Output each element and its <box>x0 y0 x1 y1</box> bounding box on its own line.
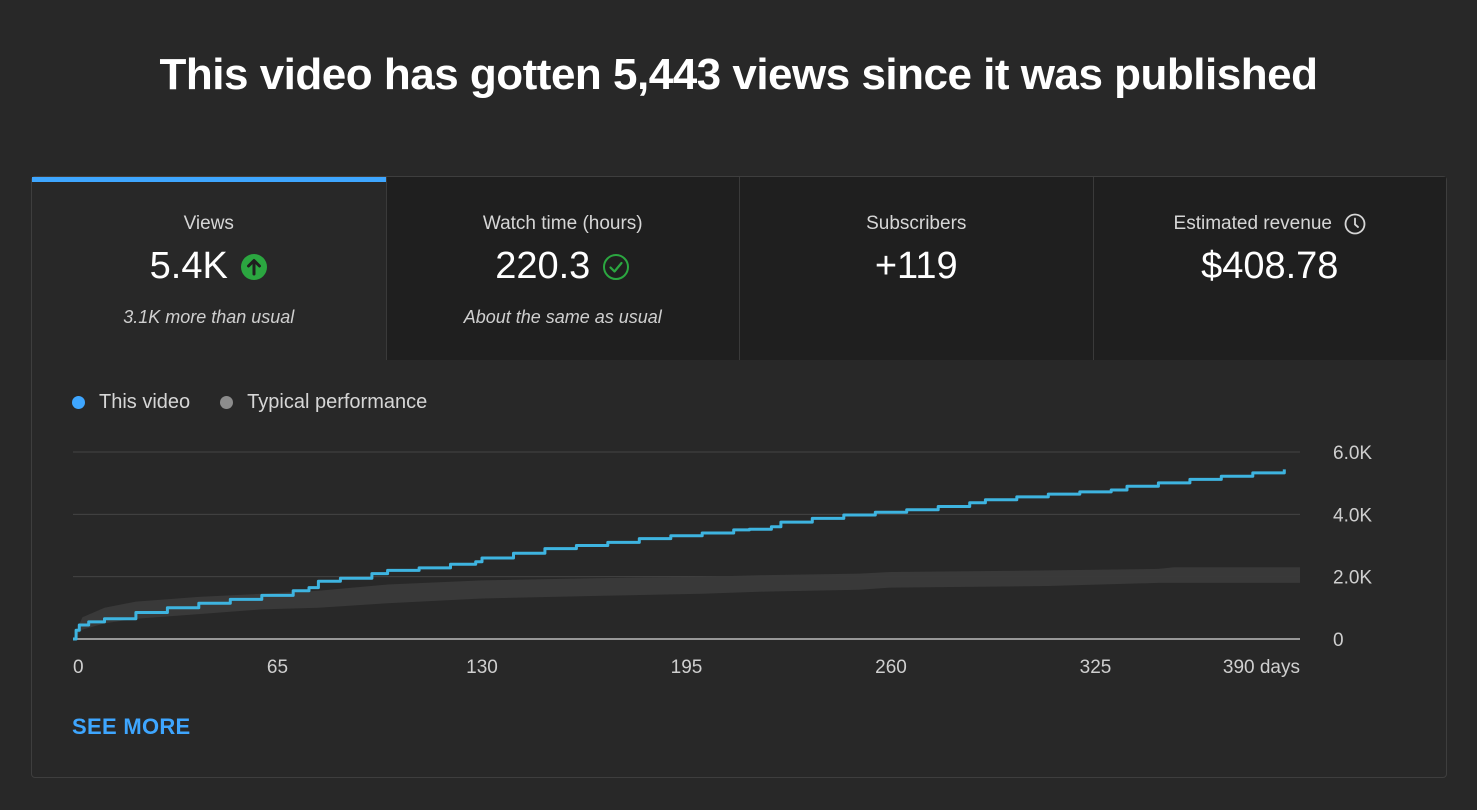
tab-revenue-value: $408.78 <box>1201 245 1339 287</box>
analytics-card: Views 5.4K 3.1K more than usual Watch ti… <box>31 176 1447 778</box>
tab-views-note: 3.1K more than usual <box>123 307 295 327</box>
clock-icon[interactable] <box>1344 213 1366 235</box>
y-tick-label: 6.0K <box>1333 443 1372 464</box>
check-circle-icon <box>603 253 630 280</box>
page-headline: This video has gotten 5,443 views since … <box>159 50 1318 99</box>
tab-subscribers-value: +119 <box>874 245 958 287</box>
tab-subscribers[interactable]: Subscribers +119 <box>739 177 1093 360</box>
y-tick-label: 4.0K <box>1333 505 1372 526</box>
tab-watch-time-value: 220.3 <box>495 245 591 287</box>
this-video-line <box>73 469 1286 641</box>
tab-watch-time[interactable]: Watch time (hours) 220.3 About the same … <box>385 177 739 360</box>
x-tick-label: 390 days <box>1223 657 1300 678</box>
legend-label-typical: Typical performance <box>247 391 428 413</box>
x-tick-label: 0 <box>73 657 84 678</box>
x-tick-label: 325 <box>1080 657 1112 678</box>
metric-tabs: Views 5.4K 3.1K more than usual Watch ti… <box>32 177 1446 360</box>
legend-label-this-video: This video <box>99 391 191 413</box>
legend-dot-this-video <box>72 396 85 409</box>
tab-subscribers-label: Subscribers <box>866 213 967 234</box>
x-tick-label: 65 <box>267 657 288 678</box>
tab-watch-time-label: Watch time (hours) <box>482 213 643 234</box>
y-tick-label: 0 <box>1333 630 1344 651</box>
tab-views-value: 5.4K <box>149 245 228 287</box>
tab-revenue-label: Estimated revenue <box>1173 213 1332 234</box>
legend-item-this-video: This video <box>72 391 190 414</box>
see-more-link[interactable]: SEE MORE <box>72 714 191 739</box>
legend-dot-typical <box>220 396 234 409</box>
x-tick-label: 195 <box>671 657 703 678</box>
y-tick-label: 2.0K <box>1333 568 1372 589</box>
arrow-up-icon <box>240 253 267 280</box>
x-tick-label: 130 <box>466 657 498 678</box>
tab-estimated-revenue[interactable]: Estimated revenue $408.78 <box>1092 177 1446 360</box>
tab-watch-time-note: About the same as usual <box>463 307 662 327</box>
active-tab-indicator <box>32 177 386 182</box>
x-tick-label: 260 <box>875 657 907 678</box>
chart-legend: This video Typical performance <box>72 391 427 414</box>
legend-item-typical: Typical performance <box>220 391 427 414</box>
tab-views[interactable]: Views 5.4K 3.1K more than usual <box>32 177 386 360</box>
typical-performance-band <box>73 567 1300 639</box>
tab-views-label: Views <box>183 213 234 234</box>
